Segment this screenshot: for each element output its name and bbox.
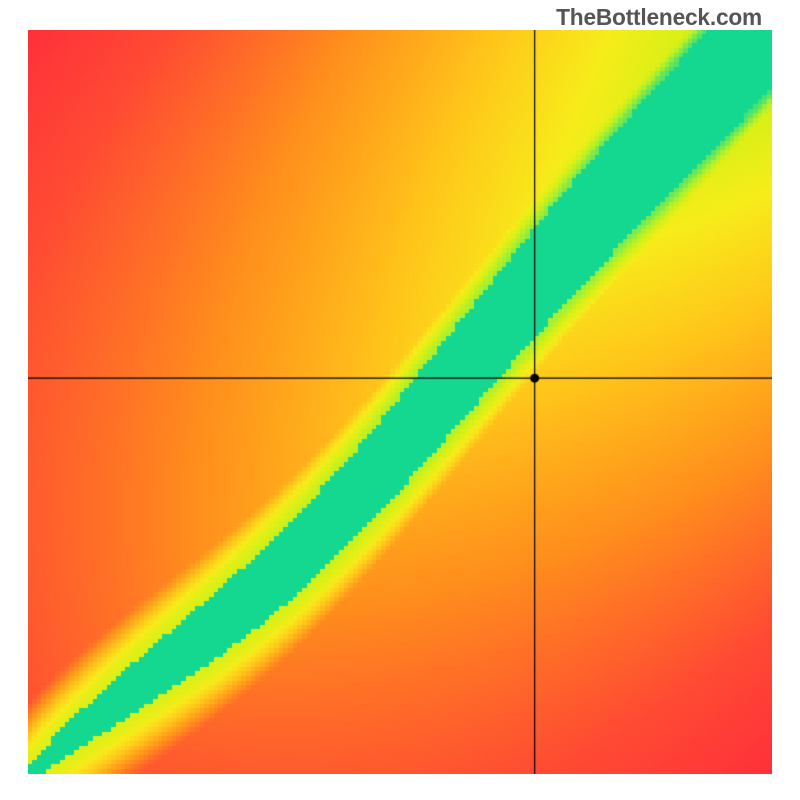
chart-container: { "watermark": { "text": "TheBottleneck.…	[0, 0, 800, 800]
bottleneck-heatmap	[28, 30, 772, 774]
watermark-text: TheBottleneck.com	[556, 4, 762, 31]
